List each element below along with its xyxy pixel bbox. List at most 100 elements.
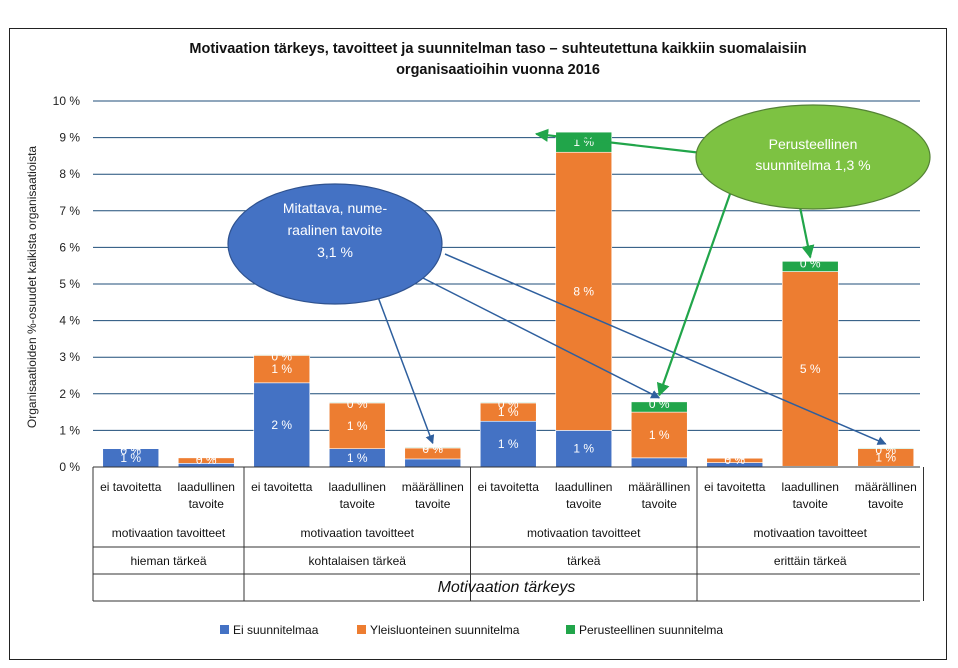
category-label: määrällinen [855, 480, 917, 494]
callout-arrow [656, 193, 732, 397]
data-label: 1 % [347, 451, 368, 465]
chart-title: Motivaation tärkeys, tavoitteet ja suunn… [189, 41, 806, 78]
data-label: 1 % [120, 451, 141, 465]
y-axis-title: Organisaatioiden %-osuudet kaikista orga… [25, 146, 39, 428]
category-axis: ei tavoitetta laadullinen tavoite ei tavoit… [92, 466, 924, 602]
callout-arrow [798, 206, 815, 259]
callout-arrow [444, 253, 887, 445]
data-label: 1 % [875, 450, 896, 464]
legend: Ei suunnitelmaa Yleisluonteinen suunnitel… [220, 623, 723, 637]
bar-segment [479, 420, 537, 468]
category-label: laadullinen [329, 480, 386, 494]
category-label: tavoite [415, 497, 451, 511]
y-tick-label: 4 % [59, 314, 80, 328]
category-label: tavoite [642, 497, 678, 511]
data-label: 0 % [800, 256, 821, 270]
data-label: 0 % [120, 440, 141, 454]
bar-segment [630, 457, 688, 468]
y-tick-label: 1 % [59, 423, 80, 437]
y-tick-label: 0 % [59, 460, 80, 474]
callout-text: suunnitelma 1,3 % [755, 157, 870, 173]
group-label: tärkeä [567, 554, 601, 568]
callout-arrow [414, 273, 661, 399]
category-label: ei tavoitetta [251, 480, 313, 494]
data-label: 1 % [498, 437, 519, 451]
category-label: laadullinen [178, 480, 235, 494]
callout-ellipse-thorough-plan [695, 104, 931, 210]
y-tick-label: 6 % [59, 240, 80, 254]
callout-text: 3,1 % [317, 244, 353, 260]
x-axis-title: Motivaation tärkeys [438, 579, 576, 596]
chart-frame: Motivaation tärkeys, tavoitteet ja suunn… [9, 28, 947, 660]
data-label: 0 % [120, 444, 141, 458]
group-label: kohtalaisen tärkeä [309, 554, 407, 568]
category-label: määrällinen [628, 480, 690, 494]
y-tick-label: 8 % [59, 167, 80, 181]
y-tick-label: 10 % [53, 94, 81, 108]
data-label: 0 % [875, 443, 896, 457]
y-tick-label: 2 % [59, 387, 80, 401]
group-sublabel: motivaation tavoitteet [112, 526, 226, 540]
data-label: 2 % [271, 418, 292, 432]
data-label: 0 % [724, 449, 745, 463]
callouts: Mitattava, nume-raalinen tavoite 3,1 % Per… [227, 104, 931, 305]
category-label: laadullinen [555, 480, 612, 494]
stacked-bar-chart: Motivaation tärkeys, tavoitteet ja suunn… [25, 41, 931, 637]
callout-text: Perusteellinen [769, 136, 858, 152]
bar-segment [328, 402, 386, 450]
group-sublabel: motivaation tavoitteet [754, 526, 868, 540]
data-label: 8 % [573, 284, 594, 298]
bar-segment [479, 401, 537, 404]
legend-label: Perusteellinen suunnitelma [579, 623, 723, 637]
callout-text: raalinen tavoite [288, 222, 383, 238]
callout-arrows [374, 128, 887, 445]
category-label: ei tavoitetta [478, 480, 540, 494]
y-tick-label: 3 % [59, 350, 80, 364]
y-axis-label: Organisaatioiden %-osuudet kaikista orga… [25, 146, 39, 428]
category-label: tavoite [868, 497, 904, 511]
data-label: 0 % [498, 397, 519, 411]
data-label: 1 % [573, 135, 594, 149]
bar-segment [555, 430, 613, 468]
y-tick-label: 5 % [59, 277, 80, 291]
callout-ellipse-measurable [227, 183, 443, 305]
category-label: tavoite [566, 497, 602, 511]
data-label: 1 % [347, 419, 368, 433]
data-label: 1 % [271, 362, 292, 376]
legend-swatch [220, 625, 229, 634]
callout-text: Mitattava, nume- [283, 200, 388, 216]
bar-segment [253, 355, 311, 384]
callout-arrow [534, 128, 703, 155]
category-label: tavoite [793, 497, 829, 511]
category-label: ei tavoitetta [704, 480, 766, 494]
category-label: laadullinen [782, 480, 839, 494]
bar-segment [555, 151, 613, 431]
data-label: 0 % [422, 442, 443, 456]
category-label: määrällinen [402, 480, 464, 494]
callout-arrow [374, 288, 435, 445]
bar-segment [253, 382, 311, 468]
data-label: 0 % [196, 449, 217, 463]
category-label: tavoite [189, 497, 225, 511]
data-label: 1 % [498, 405, 519, 419]
category-label: tavoite [340, 497, 376, 511]
data-label: 0 % [196, 453, 217, 467]
category-label: ei tavoitetta [100, 480, 162, 494]
data-label: 0 % [724, 453, 745, 467]
bar-segment [781, 271, 839, 467]
data-label: 0 % [347, 397, 368, 411]
chart-title-line: organisaatioihin vuonna 2016 [396, 62, 600, 78]
bar-segment [404, 458, 462, 468]
legend-label: Ei suunnitelmaa [233, 623, 319, 637]
bar-segment [857, 447, 915, 449]
bar-segment [328, 401, 386, 404]
group-sublabel: motivaation tavoitteet [527, 526, 641, 540]
bars: 1 %0 %0 % 0 %0 %0 %2 %1 %0 %1 %1 %0 %0 %0… [102, 131, 915, 468]
y-axis-ticks: 0 % 1 % 2 % 3 % 4 % 5 % 6 % 7 % 8 % 9 % 10 % [53, 94, 81, 474]
data-label: 0 % [649, 397, 670, 411]
y-tick-label: 7 % [59, 204, 80, 218]
chart-title-line: Motivaation tärkeys, tavoitteet ja suunn… [189, 41, 806, 57]
group-label: erittäin tärkeä [774, 554, 847, 568]
legend-swatch [566, 625, 575, 634]
y-tick-label: 9 % [59, 131, 80, 145]
